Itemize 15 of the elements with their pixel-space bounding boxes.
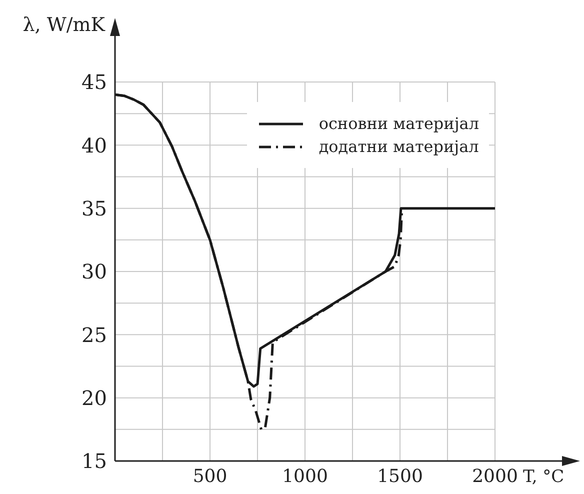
x-tick-label: 500 (192, 466, 228, 487)
y-tick-label: 30 (82, 260, 107, 284)
legend-label: основни материјал (318, 114, 479, 133)
y-tick-label: 25 (82, 322, 107, 347)
y-tick-label: 40 (82, 133, 107, 158)
x-tick-label: 2000 (472, 466, 518, 487)
x-tick-label: 1000 (282, 466, 328, 487)
x-tick-label: 1500 (377, 466, 423, 487)
y-tick-label: 35 (82, 196, 107, 220)
y-tick-label: 45 (82, 70, 107, 94)
legend-label: додатни материјал (318, 137, 479, 156)
y-axis-title: λ, W/mK (22, 14, 105, 36)
y-tick-label: 20 (82, 386, 107, 410)
x-axis-title: T, °C (523, 467, 564, 487)
y-tick-label: 15 (82, 449, 107, 474)
